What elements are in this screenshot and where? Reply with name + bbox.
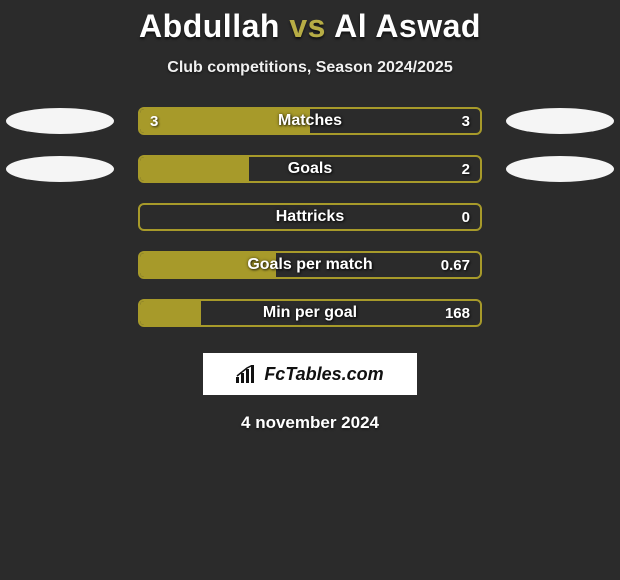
brand-text: FcTables.com: [264, 364, 383, 385]
player2-name: Al Aswad: [334, 8, 481, 44]
player2-ellipse: [506, 156, 614, 182]
player2-ellipse: [506, 108, 614, 134]
page-title: Abdullah vs Al Aswad: [0, 8, 620, 45]
stat-bar-fill: [140, 253, 276, 277]
stat-label: Hattricks: [140, 205, 480, 229]
stat-right-value: 2: [462, 157, 470, 181]
stat-row: 3Matches3: [0, 107, 620, 135]
stats-card: Abdullah vs Al Aswad Club competitions, …: [0, 0, 620, 433]
stat-left-value: 3: [150, 109, 158, 133]
vs-text: vs: [289, 8, 326, 44]
stat-bar-fill: [140, 109, 310, 133]
stat-rows: 3Matches3 Goals2 Hattricks0 Goals per match…: [0, 107, 620, 327]
stat-bar-fill: [140, 157, 249, 181]
subtitle: Club competitions, Season 2024/2025: [0, 59, 620, 77]
brand-box[interactable]: FcTables.com: [203, 353, 417, 395]
stat-right-value: 0: [462, 205, 470, 229]
date-text: 4 november 2024: [0, 413, 620, 433]
player1-ellipse: [6, 108, 114, 134]
player1-name: Abdullah: [139, 8, 280, 44]
stat-row: Hattricks0: [0, 203, 620, 231]
stat-bar: Min per goal168: [138, 299, 482, 327]
chart-icon: [236, 365, 258, 383]
stat-row: Goals2: [0, 155, 620, 183]
stat-bar-fill: [140, 301, 201, 325]
player1-ellipse: [6, 156, 114, 182]
stat-row: Goals per match0.67: [0, 251, 620, 279]
stat-bar: 3Matches3: [138, 107, 482, 135]
stat-right-value: 3: [462, 109, 470, 133]
stat-bar: Hattricks0: [138, 203, 482, 231]
stat-row: Min per goal168: [0, 299, 620, 327]
stat-bar: Goals2: [138, 155, 482, 183]
stat-right-value: 0.67: [441, 253, 470, 277]
stat-bar: Goals per match0.67: [138, 251, 482, 279]
stat-right-value: 168: [445, 301, 470, 325]
